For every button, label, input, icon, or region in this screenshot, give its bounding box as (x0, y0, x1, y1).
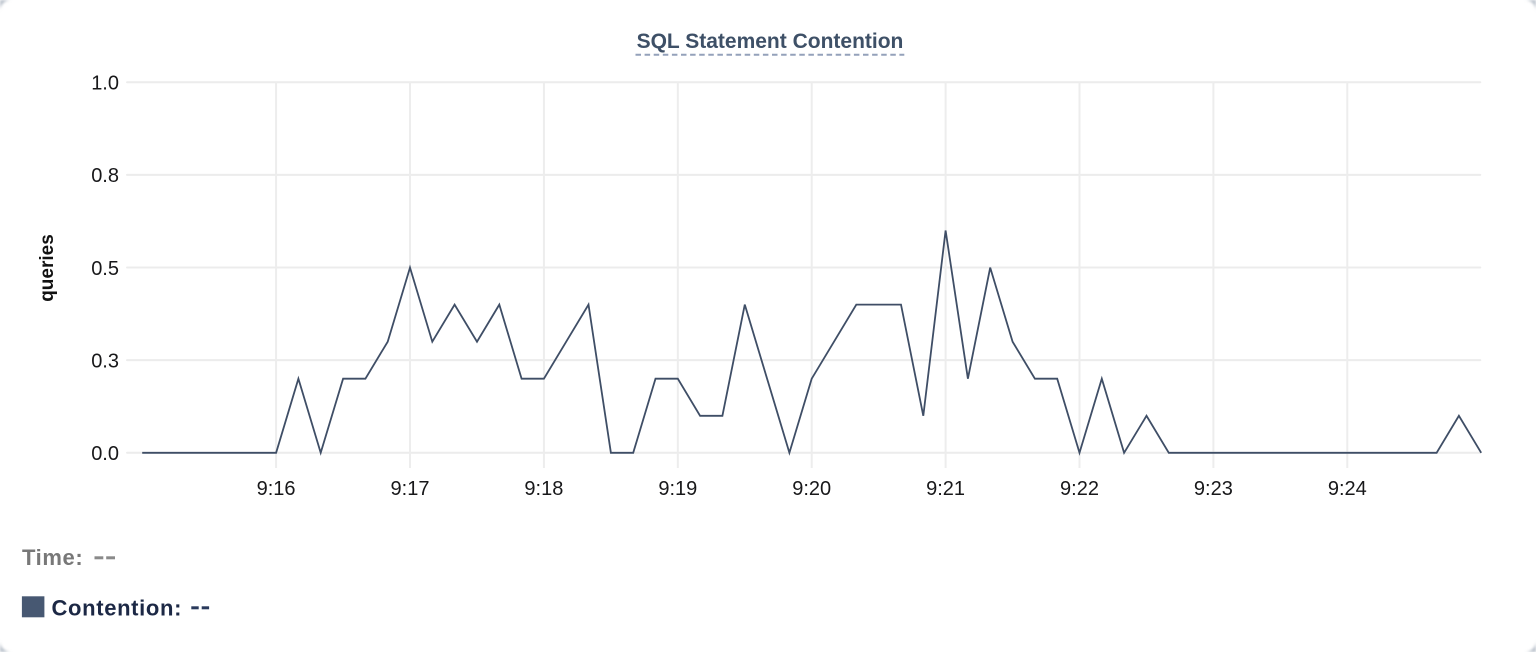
svg-text:0.3: 0.3 (91, 350, 119, 372)
svg-text:0.0: 0.0 (91, 443, 119, 465)
svg-text:0.8: 0.8 (91, 165, 119, 187)
svg-text:9:24: 9:24 (1328, 478, 1367, 500)
svg-text:9:23: 9:23 (1194, 478, 1233, 500)
svg-text:9:17: 9:17 (391, 478, 430, 500)
svg-text:9:21: 9:21 (926, 478, 965, 500)
svg-text:9:19: 9:19 (658, 478, 697, 500)
svg-text:queries: queries (37, 234, 58, 302)
svg-text:Time:: Time: (22, 545, 83, 570)
svg-text:9:18: 9:18 (524, 478, 563, 500)
svg-text:9:22: 9:22 (1060, 478, 1099, 500)
svg-text:0.5: 0.5 (91, 258, 119, 280)
svg-text:9:16: 9:16 (257, 478, 296, 500)
svg-text:9:20: 9:20 (792, 478, 831, 500)
svg-text:SQL Statement Contention: SQL Statement Contention (637, 30, 904, 53)
svg-text:Contention:: Contention: (52, 595, 183, 620)
svg-text:1.0: 1.0 (91, 73, 119, 95)
